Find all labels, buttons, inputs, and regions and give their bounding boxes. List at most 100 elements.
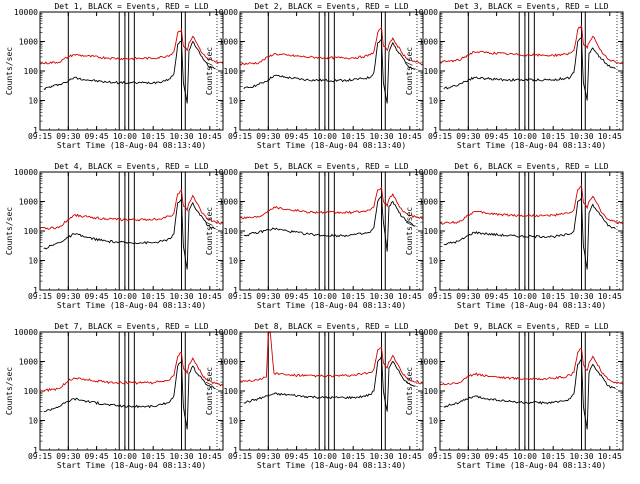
x-axis-label: Start Time (18-Aug-04 08:13:40) xyxy=(457,301,606,310)
y-tick-label: 1000 xyxy=(419,198,438,207)
x-tick-label: 09:30 xyxy=(256,292,280,301)
x-tick-label: 10:00 xyxy=(113,292,137,301)
y-tick-label: 10000 xyxy=(214,8,238,17)
lld-series-line xyxy=(439,184,624,225)
x-tick-label: 10:15 xyxy=(141,292,165,301)
y-tick-label: 10 xyxy=(228,417,238,426)
y-tick-label: 1 xyxy=(233,286,238,295)
lld-series-line xyxy=(439,23,624,65)
y-tick-label: 1 xyxy=(433,446,438,455)
x-tick-label: 10:45 xyxy=(398,292,422,301)
x-tick-label: 10:15 xyxy=(541,132,565,141)
x-tick-label: 09:30 xyxy=(56,452,80,461)
x-tick-label: 10:00 xyxy=(313,292,337,301)
x-tick-label: 09:15 xyxy=(28,292,52,301)
y-tick-label: 10 xyxy=(28,257,38,266)
x-tick-label: 10:45 xyxy=(598,132,622,141)
x-tick-label: 10:45 xyxy=(398,132,422,141)
lld-series-line xyxy=(239,331,424,385)
y-tick-label: 1 xyxy=(33,446,38,455)
y-axis-label: Counts/sec xyxy=(205,367,214,415)
x-tick-label: 09:15 xyxy=(28,132,52,141)
x-tick-label: 10:15 xyxy=(141,452,165,461)
x-tick-label: 10:45 xyxy=(198,452,222,461)
x-tick-label: 10:45 xyxy=(398,452,422,461)
x-tick-label: 10:00 xyxy=(513,452,537,461)
y-tick-label: 10 xyxy=(428,417,438,426)
x-tick-label: 09:15 xyxy=(428,132,452,141)
plot-frame xyxy=(439,11,624,131)
x-tick-label: 10:15 xyxy=(341,452,365,461)
y-tick-label: 100 xyxy=(24,387,39,396)
x-tick-label: 10:00 xyxy=(513,132,537,141)
lld-series-line xyxy=(39,352,224,393)
y-tick-label: 10 xyxy=(428,257,438,266)
y-tick-label: 100 xyxy=(224,227,239,236)
lld-series-line xyxy=(39,28,224,65)
y-tick-label: 1 xyxy=(33,286,38,295)
x-tick-label: 10:30 xyxy=(369,132,393,141)
panel-title: Det 5, BLACK = Events, RED = LLD xyxy=(254,162,408,171)
x-tick-label: 10:00 xyxy=(313,452,337,461)
x-tick-label: 09:30 xyxy=(456,292,480,301)
panel-title: Det 3, BLACK = Events, RED = LLD xyxy=(454,2,608,11)
x-tick-label: 09:15 xyxy=(428,452,452,461)
events-series-line xyxy=(43,360,216,430)
y-axis-label: Counts/sec xyxy=(5,47,14,95)
y-axis-label: Counts/sec xyxy=(205,47,214,95)
x-tick-label: 09:30 xyxy=(256,132,280,141)
lld-series-line xyxy=(39,188,224,230)
y-tick-label: 1 xyxy=(33,126,38,135)
y-tick-label: 10 xyxy=(28,417,38,426)
lld-series-line xyxy=(439,347,624,386)
x-tick-label: 09:30 xyxy=(456,132,480,141)
x-tick-label: 10:00 xyxy=(313,132,337,141)
y-axis-label: Counts/sec xyxy=(5,367,14,415)
y-tick-label: 1000 xyxy=(219,198,238,207)
x-tick-label: 10:15 xyxy=(341,132,365,141)
panel-title: Det 9, BLACK = Events, RED = LLD xyxy=(454,322,608,331)
x-tick-label: 10:15 xyxy=(141,132,165,141)
x-axis-label: Start Time (18-Aug-04 08:13:40) xyxy=(457,141,606,150)
x-axis-label: Start Time (18-Aug-04 08:13:40) xyxy=(57,461,206,470)
y-tick-label: 10000 xyxy=(14,168,38,177)
plot-frame xyxy=(239,331,424,451)
x-axis-label: Start Time (18-Aug-04 08:13:40) xyxy=(257,301,406,310)
y-tick-label: 10000 xyxy=(214,168,238,177)
x-tick-label: 09:15 xyxy=(228,132,252,141)
events-series-line xyxy=(43,40,216,104)
y-tick-label: 1000 xyxy=(19,198,38,207)
detector-panel: Det 7, BLACK = Events, RED = LLD Counts/s… xyxy=(5,322,224,470)
y-tick-label: 10000 xyxy=(214,328,238,337)
y-tick-label: 10 xyxy=(228,257,238,266)
x-tick-label: 09:45 xyxy=(285,132,309,141)
y-tick-label: 10000 xyxy=(414,328,438,337)
y-tick-label: 100 xyxy=(424,227,439,236)
lld-series-line xyxy=(239,26,424,66)
x-tick-label: 10:00 xyxy=(113,132,137,141)
y-tick-label: 10000 xyxy=(14,328,38,337)
plot-frame xyxy=(39,171,224,291)
detector-panel: Det 3, BLACK = Events, RED = LLD Counts/s… xyxy=(405,2,624,150)
x-tick-label: 10:00 xyxy=(513,292,537,301)
y-tick-label: 100 xyxy=(224,67,239,76)
x-tick-label: 10:30 xyxy=(569,452,593,461)
x-axis-label: Start Time (18-Aug-04 08:13:40) xyxy=(257,461,406,470)
x-tick-label: 10:30 xyxy=(569,132,593,141)
events-series-line xyxy=(243,356,416,412)
y-tick-label: 1000 xyxy=(219,38,238,47)
x-tick-label: 10:30 xyxy=(369,292,393,301)
x-tick-label: 09:45 xyxy=(485,292,509,301)
x-tick-label: 09:15 xyxy=(228,452,252,461)
x-tick-label: 10:15 xyxy=(541,292,565,301)
y-tick-label: 1000 xyxy=(419,38,438,47)
y-tick-label: 10 xyxy=(428,97,438,106)
plot-frame xyxy=(39,331,224,451)
y-axis-label: Counts/sec xyxy=(405,367,414,415)
y-tick-label: 1 xyxy=(233,126,238,135)
x-tick-label: 09:45 xyxy=(285,452,309,461)
x-tick-label: 09:45 xyxy=(85,292,109,301)
x-tick-label: 10:15 xyxy=(341,292,365,301)
